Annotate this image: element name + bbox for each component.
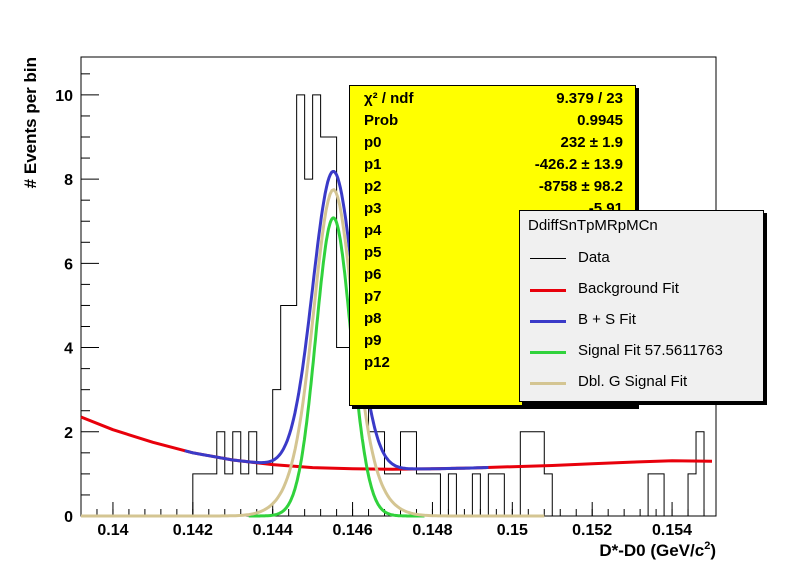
legend-entry: Signal Fit 57.5611763 [520, 340, 763, 364]
stat-row: p2 -8758 ± 98.2 [350, 176, 635, 198]
legend-label: Data [578, 249, 610, 266]
x-axis-label-sup: 2 [704, 540, 710, 552]
stat-name: p4 [364, 222, 382, 239]
x-tick-label: 0.154 [652, 522, 692, 539]
data-histogram [81, 94, 713, 517]
stat-value: 0.9945 [577, 112, 623, 129]
data-histogram-outline [81, 94, 713, 517]
legend-label: Background Fit [578, 280, 679, 297]
legend-swatch [530, 320, 566, 323]
stat-name: χ² / ndf [364, 90, 414, 107]
stat-row: p1 -426.2 ± 13.9 [350, 154, 635, 176]
stat-name: p5 [364, 244, 382, 261]
legend-label: Signal Fit 57.5611763 [578, 342, 723, 359]
stat-name: p8 [364, 310, 382, 327]
stat-value: 232 ± 1.9 [560, 134, 623, 151]
stat-value: -426.2 ± 13.9 [534, 156, 623, 173]
stat-name: p7 [364, 288, 382, 305]
stat-row: p0 232 ± 1.9 [350, 132, 635, 154]
dbl-g-signal-fit-curve [81, 188, 545, 518]
stat-value: -8758 ± 98.2 [538, 178, 623, 195]
legend-swatch [530, 258, 566, 259]
stat-name: p12 [364, 354, 390, 371]
x-tick-label: 0.146 [333, 522, 373, 539]
legend-swatch [530, 351, 566, 354]
background-fit-curve [80, 415, 713, 471]
x-axis-label: D*-D0 (GeV/c2) [599, 540, 716, 560]
legend-swatch [530, 289, 566, 292]
stat-name: p2 [364, 178, 382, 195]
y-tick-label: 6 [64, 256, 73, 273]
y-axis-label: # Events per bin [21, 57, 40, 188]
stat-value: 9.379 / 23 [556, 90, 623, 107]
x-axis-label-close: ) [710, 541, 716, 560]
legend-label: Dbl. G Signal Fit [578, 373, 688, 390]
x-tick-label: 0.14 [97, 522, 128, 539]
stat-name: p3 [364, 200, 382, 217]
y-tick-label: 4 [64, 341, 73, 358]
x-tick-label: 0.142 [173, 522, 213, 539]
b-s-fit-curve [184, 170, 489, 471]
stat-row: χ² / ndf 9.379 / 23 [350, 88, 635, 110]
stat-name: p1 [364, 156, 382, 173]
y-tick-label: 0 [64, 509, 73, 526]
y-tick-label: 10 [55, 88, 73, 105]
y-axis: 0 2 4 6 8 10 [55, 73, 99, 526]
stat-name: p9 [364, 332, 382, 349]
x-axis-label-main: D*-D0 (GeV/c [599, 541, 704, 560]
stat-name: p6 [364, 266, 382, 283]
x-tick-label: 0.15 [497, 522, 528, 539]
legend-entry: Data [520, 247, 763, 271]
signal-fit-57-5611763-curve [248, 216, 426, 518]
legend-title: DdiffSnTpMRpMCn [528, 217, 658, 234]
x-tick-label: 0.144 [253, 522, 293, 539]
stat-row: Prob 0.9945 [350, 110, 635, 132]
legend-entry: Background Fit [520, 278, 763, 302]
y-tick-label: 2 [64, 425, 73, 442]
legend-swatch [530, 382, 566, 385]
legend-label: B + S Fit [578, 311, 636, 328]
y-tick-label: 8 [64, 172, 73, 189]
x-tick-label: 0.148 [412, 522, 452, 539]
x-tick-label: 0.152 [572, 522, 612, 539]
legend-entry: Dbl. G Signal Fit [520, 371, 763, 395]
fit-curves [80, 170, 713, 518]
legend-entry: B + S Fit [520, 309, 763, 333]
legend: DdiffSnTpMRpMCn Data Background Fit B + S … [519, 210, 764, 402]
stat-name: Prob [364, 112, 399, 129]
stat-name: p0 [364, 134, 382, 151]
